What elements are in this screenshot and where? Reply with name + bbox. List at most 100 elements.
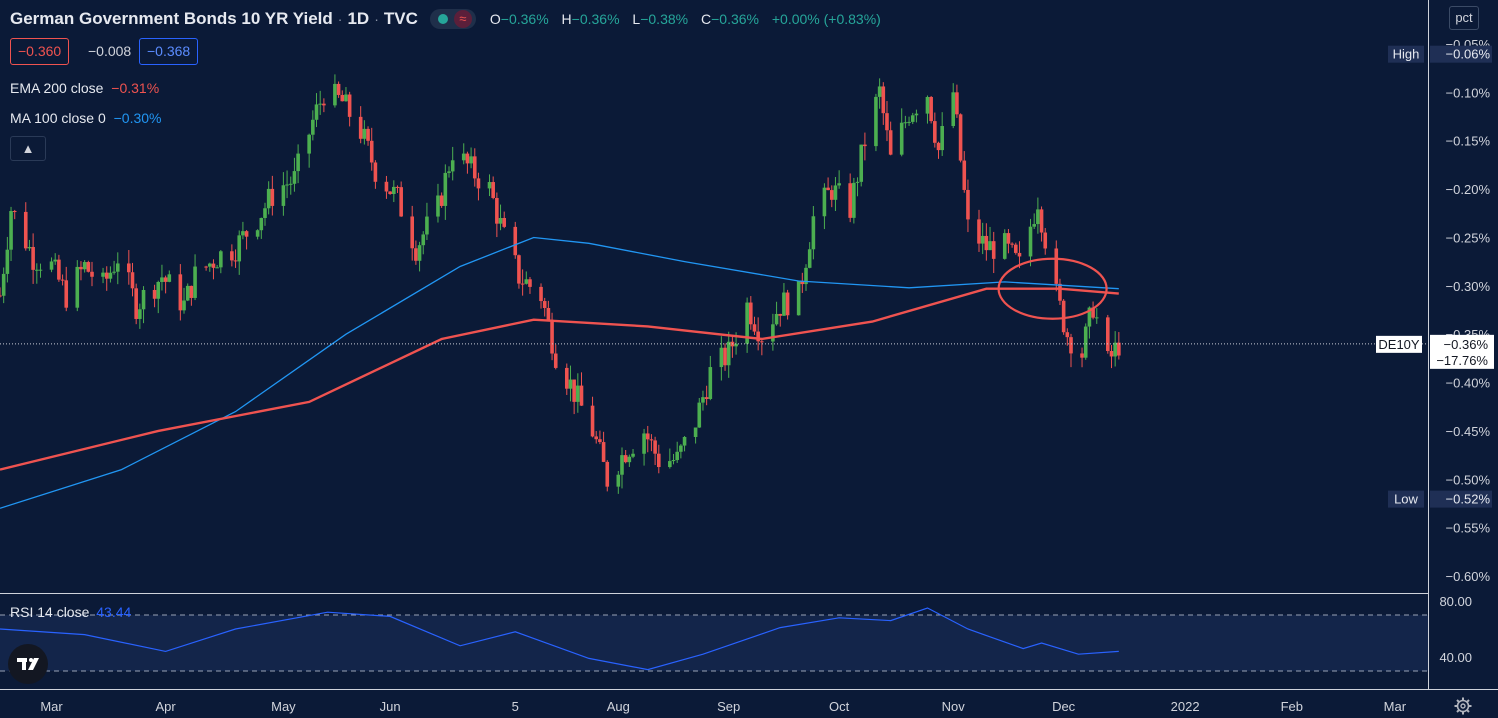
candle-body	[138, 309, 142, 319]
rsi-pane	[0, 614, 1428, 672]
candle-body	[951, 92, 956, 127]
candle-body	[450, 160, 455, 172]
candle-body	[679, 445, 683, 452]
candle-body	[178, 274, 183, 311]
price-tick-label: −0.25%	[1446, 230, 1491, 245]
high-marker: High −0.06%	[1388, 45, 1492, 63]
candle-body	[782, 292, 786, 316]
candle-body	[130, 272, 135, 289]
candle-body	[233, 260, 238, 262]
time-tick-label: Aug	[607, 699, 630, 714]
candle-body	[723, 347, 727, 366]
candle-body	[800, 281, 805, 285]
candle-body	[656, 453, 661, 468]
candle-body	[914, 113, 919, 116]
candle-body	[1039, 209, 1044, 233]
candle-body	[675, 451, 679, 461]
sell-button[interactable]: −0.360	[10, 38, 70, 65]
candle-body	[590, 405, 595, 437]
candle-body	[899, 122, 904, 155]
candle-body	[822, 187, 827, 217]
candle-body	[1106, 317, 1110, 351]
candle-body	[1017, 252, 1022, 257]
time-tick-label: Oct	[829, 699, 850, 714]
time-tick-label: Apr	[156, 699, 177, 714]
candle-body	[517, 255, 521, 284]
market-status-pill[interactable]: ≈	[429, 9, 476, 29]
candle-body	[90, 271, 94, 277]
candle-body	[160, 277, 164, 282]
candle-body	[64, 280, 69, 308]
time-tick-label: Mar	[40, 699, 63, 714]
ohlc-values: O−0.36% H−0.36% L−0.38% C−0.36% +0.00% (…	[489, 11, 881, 27]
ema-200-line	[0, 287, 1119, 471]
annotations[interactable]	[997, 257, 1108, 320]
rsi-legend[interactable]: RSI 14 close 43.44	[10, 604, 132, 620]
candle-body	[829, 190, 834, 200]
candle-body	[564, 367, 569, 389]
buy-button[interactable]: −0.368	[139, 38, 199, 65]
candle-body	[598, 439, 602, 443]
candle-body	[469, 156, 473, 164]
candle-body	[255, 230, 260, 237]
candle-body	[1058, 283, 1062, 301]
candle-body	[991, 241, 996, 259]
price-tick-label: −0.40%	[1446, 376, 1491, 391]
tv-logo-icon	[17, 658, 39, 670]
candle-body	[572, 379, 576, 402]
candle-body	[620, 455, 624, 475]
candle-body	[421, 234, 426, 246]
candle-body	[152, 289, 157, 299]
ema-legend[interactable]: EMA 200 close −0.31%	[10, 80, 160, 96]
candle-body	[760, 341, 764, 343]
timeframe[interactable]: 1D	[347, 9, 370, 28]
ma-legend[interactable]: MA 100 close 0 −0.30%	[10, 110, 162, 126]
low-value: −0.38%	[640, 11, 689, 27]
candle-body	[472, 156, 477, 179]
candle-body	[601, 442, 606, 462]
candle-body	[336, 83, 341, 95]
time-tick-label: 5	[512, 699, 519, 714]
candle-body	[425, 216, 429, 235]
candle-body	[366, 128, 370, 141]
price-tick-label: −0.10%	[1446, 85, 1491, 100]
candle-body	[1054, 248, 1059, 284]
candle-body	[410, 216, 415, 249]
candle-body	[888, 130, 893, 155]
candle-body	[204, 266, 208, 268]
candle-body	[933, 121, 937, 143]
candle-body	[852, 182, 856, 218]
candle-body	[104, 272, 109, 279]
candle-body	[1032, 224, 1036, 227]
data-source: TVC	[383, 9, 418, 28]
rsi-band	[0, 615, 1428, 671]
spread-value: −0.008	[88, 43, 132, 59]
tradingview-logo[interactable]	[8, 644, 48, 684]
candle-body	[1113, 342, 1117, 357]
candle-body	[579, 385, 584, 406]
pct-scale-button[interactable]: pct	[1449, 6, 1479, 30]
last-value: −0.36%	[1444, 337, 1489, 352]
rsi-tick-label: 40.00	[1439, 650, 1472, 665]
candle-body	[704, 397, 709, 399]
price-tick-label: −0.45%	[1446, 424, 1491, 439]
candle-body	[929, 97, 933, 122]
candle-body	[771, 324, 775, 342]
candle-body	[605, 461, 610, 487]
candle-body	[726, 341, 731, 366]
collapse-legend-button[interactable]: ▲	[10, 136, 46, 161]
settings-gear-icon[interactable]	[1454, 697, 1472, 715]
candle-body	[215, 267, 219, 269]
low-marker: Low −0.52%	[1388, 490, 1492, 508]
symbol-label: DE10Y	[1378, 337, 1420, 352]
price-tick-label: −0.50%	[1446, 472, 1491, 487]
candle-body	[38, 269, 43, 271]
candle-body	[859, 144, 864, 182]
candle-body	[219, 251, 223, 268]
symbol-title[interactable]: German Government Bonds 10 YR Yield	[10, 9, 333, 28]
candle-body	[307, 134, 311, 154]
crossover-annotation-ellipse[interactable]	[997, 257, 1108, 320]
candle-body	[811, 216, 816, 250]
candle-body	[693, 427, 698, 437]
